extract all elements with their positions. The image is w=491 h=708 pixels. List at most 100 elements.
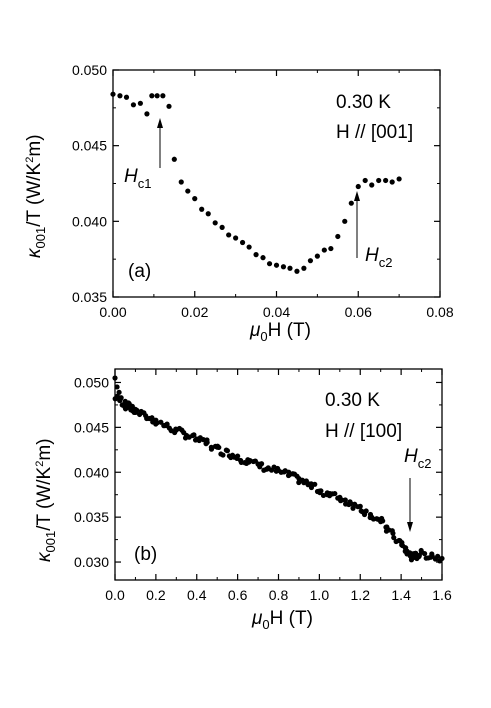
panel-b-hc2-arrowhead xyxy=(407,522,413,532)
panel-b-band-point xyxy=(149,415,155,421)
panel-b-y-axis-sub: 001 xyxy=(43,531,58,553)
panel-b-y-axis-mid: /T (W/K xyxy=(34,466,55,530)
panel-b-data-point xyxy=(439,555,445,562)
panel-a-y-axis-sub: 001 xyxy=(33,227,48,249)
panel-b-data-point xyxy=(118,395,124,401)
panel-a-y-tick-label: 0.045 xyxy=(72,138,107,154)
panel-a-x-axis-mu: μ xyxy=(249,320,261,341)
panel-b-panel-label: (b) xyxy=(134,544,157,565)
panel-b-data-point xyxy=(337,494,343,500)
panel-a-y-axis-label: κ001/T (W/K2m) xyxy=(24,134,48,258)
panel-b-data-point xyxy=(410,554,416,561)
panel-a-x-tick-label: 0.06 xyxy=(345,304,372,320)
panel-a-data-point xyxy=(383,177,389,184)
panel-b-ticks: 0.0 0.2 0.4 0.6 0.8 1.0 1.2 1.4 1.6 0.030 0.035 0.0… xyxy=(74,369,452,603)
panel-b-data-point xyxy=(296,475,302,482)
panel-b-x-tick-label: 0.6 xyxy=(228,587,248,603)
panel-a-hc2-annotation: Hc2 xyxy=(354,191,392,270)
panel-a-data-point xyxy=(123,94,130,100)
panel-a-data-point xyxy=(369,182,375,188)
panel-a-data-point xyxy=(280,264,287,270)
panel-b-x-tick-label: 1.6 xyxy=(432,587,452,603)
panel-b-x-tick-label: 0.0 xyxy=(105,587,125,603)
panel-b-data-point xyxy=(390,530,396,536)
panel-b-data-point xyxy=(214,444,220,450)
panel-a-x-axis-sub: 0 xyxy=(260,329,267,344)
panel-b-data-point xyxy=(114,384,120,390)
panel-b-band-point xyxy=(342,497,348,503)
panel-a-data-point xyxy=(219,224,225,230)
panel-a-data-point xyxy=(110,91,116,97)
panel-a-field-direction-label: H // [001] xyxy=(336,122,413,143)
panel-a-hc1-sub: c1 xyxy=(138,176,152,191)
panel-b-x-axis-rest: H (T) xyxy=(270,608,313,629)
panel-b-x-tick-label: 0.8 xyxy=(269,587,289,603)
panel-a-hc2-sub: c2 xyxy=(379,255,393,270)
panel-b-data-point xyxy=(406,551,412,557)
panel-a-hc1-annotation: Hc1 xyxy=(124,118,163,191)
panel-a-y-axis-end: m) xyxy=(24,134,45,156)
panel-b-data-point xyxy=(265,466,271,472)
panel-b-data-point xyxy=(245,457,251,463)
panel-a-data-point xyxy=(253,252,259,258)
panel-a-hc2-label: Hc2 xyxy=(365,245,392,270)
panel-b-y-tick-label: 0.035 xyxy=(74,509,109,525)
panel-b-y-tick-label: 0.045 xyxy=(74,419,109,435)
panel-b-data-point xyxy=(255,461,261,467)
panel-b-band-point xyxy=(158,419,164,425)
panel-b-data-point xyxy=(367,511,374,518)
panel-a-y-tick-label: 0.035 xyxy=(72,289,107,305)
panel-a-data-point xyxy=(212,220,218,226)
panel-b-hc2-annotation: Hc2 xyxy=(404,446,431,532)
panel-a-hc2-arrowhead xyxy=(354,191,360,201)
panel-b-data-point xyxy=(143,413,149,419)
panel-a-y-tick-label: 0.040 xyxy=(72,213,107,229)
panel-a-data-point xyxy=(233,235,239,241)
panel-b-hc2-sub: c2 xyxy=(418,456,432,471)
panel-b-data-point xyxy=(173,427,179,433)
panel-a-data-point xyxy=(205,211,211,217)
panel-b-band-point xyxy=(332,490,338,497)
panel-b-frame xyxy=(114,368,443,581)
panel-a-hc2-main: H xyxy=(365,245,379,266)
panel-a: 0.00 0.02 0.04 0.06 0.08 0.035 0.040 0.045 0.050… xyxy=(24,62,454,344)
panel-b-band-point xyxy=(363,508,369,514)
panel-b-data-point xyxy=(286,469,292,475)
panel-b-band-point xyxy=(220,452,226,458)
panel-a-x-tick-label: 0.08 xyxy=(426,304,453,320)
panel-a-data-point xyxy=(154,93,160,99)
panel-b-x-tick-label: 1.0 xyxy=(310,587,330,603)
panel-a-data-point xyxy=(137,100,143,106)
panel-a-y-axis-mid: /T (W/K xyxy=(24,162,45,226)
panel-b-data-point xyxy=(116,389,122,395)
panel-a-data-point xyxy=(273,262,280,268)
panel-b-x-axis-label: μ0H (T) xyxy=(251,608,313,632)
panel-b-data-point xyxy=(132,406,139,413)
panel-b-x-tick-label: 0.4 xyxy=(187,587,207,603)
panel-a-data-point xyxy=(266,261,273,267)
panel-b-field-direction-label: H // [100] xyxy=(325,421,402,442)
panel-b-x-axis-sub: 0 xyxy=(262,617,269,632)
panel-a-data-point xyxy=(160,93,166,99)
panel-b-y-axis-sup: 2 xyxy=(34,461,46,467)
panel-b-data-point xyxy=(384,524,390,530)
panel-a-data-point xyxy=(355,183,361,190)
panel-a-x-axis-label: μ0H (T) xyxy=(249,320,311,344)
panel-a-data-point xyxy=(130,102,137,108)
panel-a-x-axis-rest: H (T) xyxy=(268,320,311,341)
panel-b-data-point xyxy=(153,417,159,423)
panel-b-y-tick-label: 0.040 xyxy=(74,464,109,480)
panel-b-data-point xyxy=(429,551,435,557)
panel-b-data-point xyxy=(194,436,200,442)
panel-b-band-point xyxy=(208,446,215,452)
panel-a-data-point xyxy=(199,206,205,212)
panel-a-data-point xyxy=(342,218,348,224)
panel-b-data-point xyxy=(275,467,282,474)
panel-a-data-point xyxy=(144,111,150,117)
panel-a-y-axis-kappa: κ xyxy=(24,247,45,258)
panel-b-data-point xyxy=(126,401,132,407)
panel-a-x-tick-label: 0.04 xyxy=(263,304,290,320)
panel-a-data-point xyxy=(389,179,395,185)
panel-b-data-point xyxy=(112,375,118,381)
panel-b-y-axis-kappa: κ xyxy=(34,551,55,562)
